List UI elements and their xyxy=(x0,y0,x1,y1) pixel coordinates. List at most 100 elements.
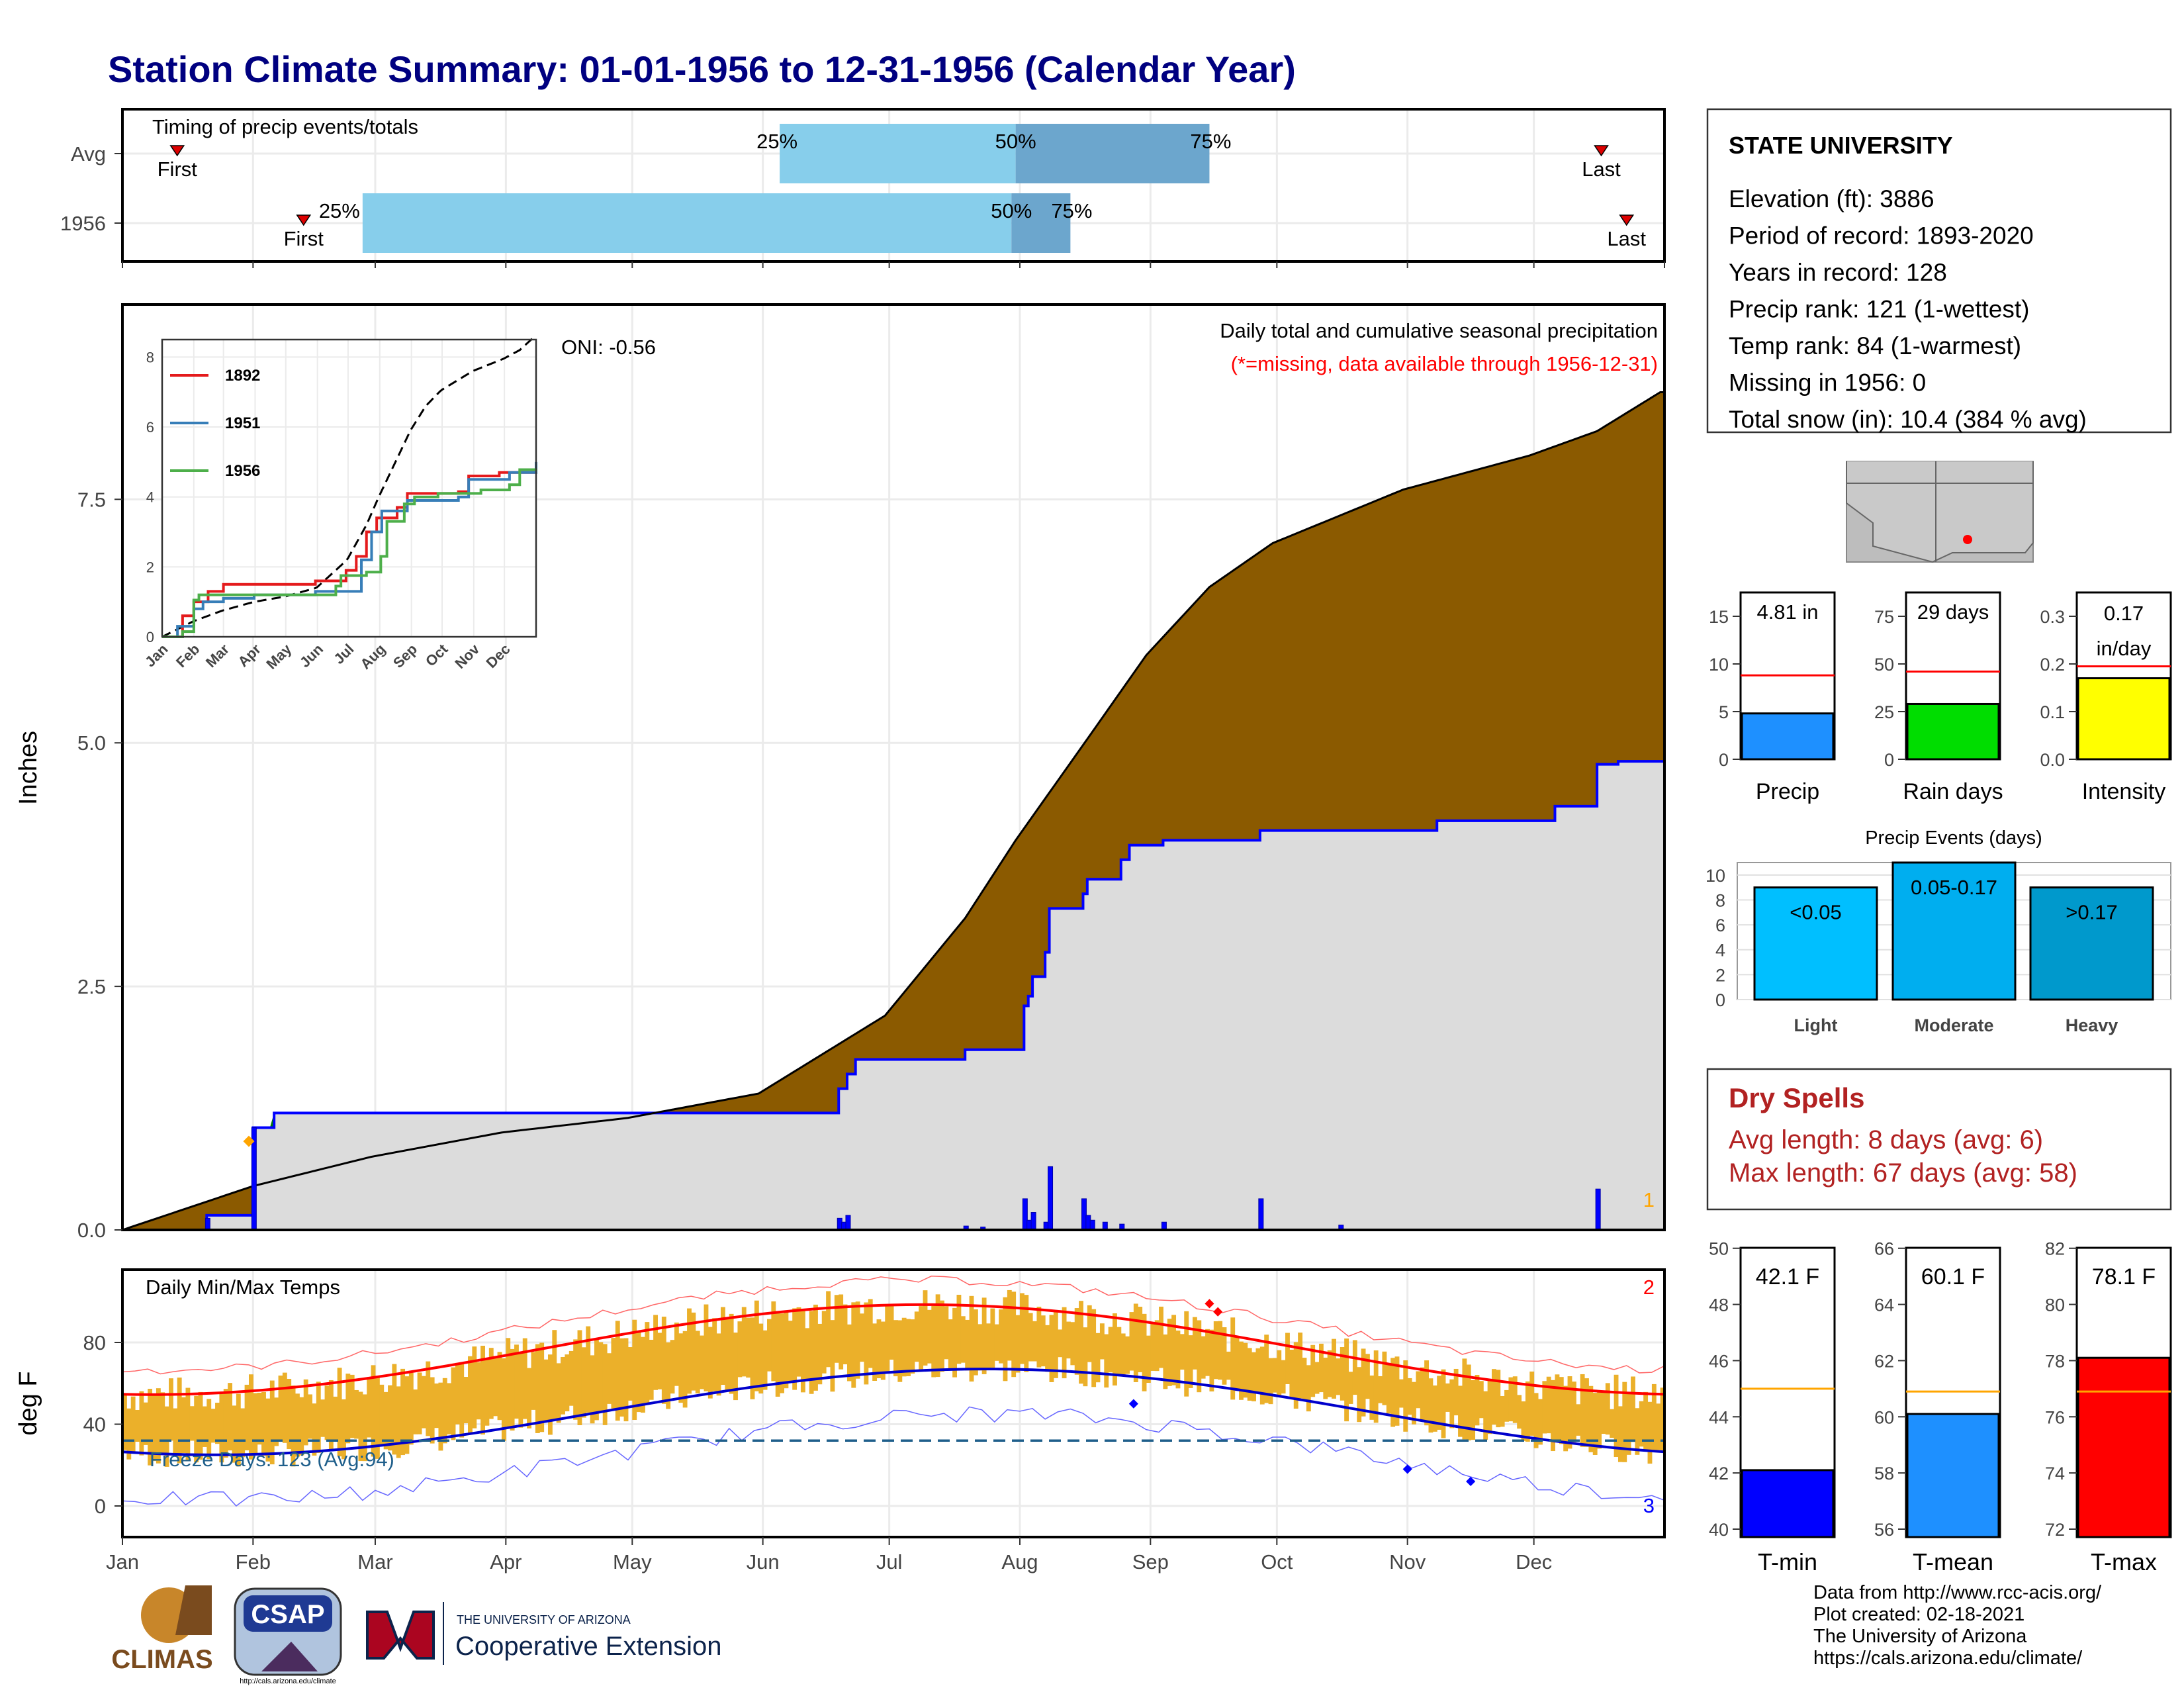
events-title: Precip Events (days) xyxy=(1865,827,2042,849)
station-name: STATE UNIVERSITY xyxy=(1729,132,1953,159)
daily-precip-bar xyxy=(1595,1188,1601,1231)
y-tick-label: 2.5 xyxy=(77,975,106,998)
tmin-tick: 48 xyxy=(1709,1295,1729,1315)
pct-label: 50% xyxy=(995,130,1036,153)
daily-temp-bar xyxy=(1361,1348,1366,1417)
daily-temp-bar xyxy=(1635,1408,1640,1455)
daily-temp-bar xyxy=(944,1306,949,1360)
daily-temp-bar xyxy=(1205,1329,1210,1376)
daily-temp-bar xyxy=(228,1383,233,1451)
csap-logo-text: CSAP xyxy=(251,1600,324,1629)
daily-temp-bar xyxy=(531,1352,536,1410)
daily-temp-bar xyxy=(1281,1360,1286,1394)
ua-logo-big-text: Cooperative Extension xyxy=(455,1632,721,1661)
credit-line: https://cals.arizona.edu/climate/ xyxy=(1813,1648,2083,1669)
event-value: 0.05-0.17 xyxy=(1911,876,1997,899)
daily-temp-bar xyxy=(396,1386,401,1458)
daily-temp-bar xyxy=(480,1345,485,1435)
rain-days-tick: 50 xyxy=(1874,655,1894,675)
daily-temp-bar xyxy=(1538,1399,1543,1445)
page-title: Station Climate Summary: 01-01-1956 to 1… xyxy=(108,48,1296,90)
daily-temp-bar xyxy=(535,1344,540,1433)
y-tick-label: 7.5 xyxy=(77,488,106,511)
precip-tick: 5 xyxy=(1719,702,1729,722)
tmean-label: T-mean xyxy=(1913,1548,1993,1575)
daily-temp-bar xyxy=(611,1338,616,1409)
daily-temp-bar xyxy=(1310,1344,1316,1397)
daily-temp-bar xyxy=(636,1331,641,1413)
daily-temp-bar xyxy=(291,1385,296,1467)
daily-temp-bar xyxy=(169,1378,173,1441)
daily-temp-bar xyxy=(1542,1381,1547,1434)
station-info-line: Temp rank: 84 (1-warmest) xyxy=(1729,332,2021,359)
daily-temp-bar xyxy=(1394,1356,1400,1426)
daily-temp-bar xyxy=(1028,1313,1033,1362)
avg-tmax-line xyxy=(122,1303,1665,1396)
last-marker xyxy=(1619,214,1635,226)
daily-temp-bar xyxy=(707,1327,713,1399)
tmax-tick: 80 xyxy=(2045,1295,2065,1315)
daily-temp-bar xyxy=(880,1321,886,1380)
daily-precip-bar xyxy=(845,1215,851,1231)
last-label: Last xyxy=(1607,227,1646,250)
rain-days-label: Rain days xyxy=(1903,779,2003,804)
annotation-missing: (*=missing, data available through 1956-… xyxy=(1231,352,1658,375)
daily-temp-bar xyxy=(746,1317,751,1378)
daily-temp-bar xyxy=(1053,1310,1058,1378)
daily-temp-bar xyxy=(1588,1385,1594,1452)
ua-logo-small-text: THE UNIVERSITY OF ARIZONA xyxy=(457,1613,631,1626)
daily-temp-bar xyxy=(552,1330,557,1421)
daily-temp-bar xyxy=(1113,1313,1117,1386)
daily-temp-bar xyxy=(354,1389,359,1439)
daily-temp-bar xyxy=(417,1372,422,1434)
daily-temp-bar xyxy=(800,1310,805,1393)
daily-temp-bar xyxy=(392,1364,397,1455)
daily-temp-bar xyxy=(547,1354,553,1435)
daily-temp-bar xyxy=(1040,1315,1046,1367)
daily-temp-bar xyxy=(518,1352,523,1428)
daily-temp-bar xyxy=(219,1393,224,1463)
inset-y-tick: 4 xyxy=(146,489,154,506)
inset-frame xyxy=(161,338,537,638)
daily-temp-bar xyxy=(682,1331,688,1408)
daily-temp-bar xyxy=(447,1383,452,1434)
precip-value: 4.81 in xyxy=(1756,600,1818,624)
daily-temp-bar xyxy=(177,1378,182,1464)
daily-temp-bar xyxy=(1302,1358,1307,1401)
inset-y-tick: 6 xyxy=(146,419,154,436)
credit-line: Plot created: 02-18-2021 xyxy=(1813,1604,2025,1625)
daily-temp-bar xyxy=(1592,1393,1598,1455)
first-marker xyxy=(169,145,185,157)
daily-temp-bar xyxy=(1441,1369,1446,1438)
daily-temp-bar xyxy=(248,1374,253,1460)
daily-temp-bar xyxy=(1660,1387,1665,1450)
first-marker xyxy=(296,214,312,226)
daily-temp-bar xyxy=(670,1340,675,1394)
events-tick: 8 xyxy=(1715,890,1725,910)
daily-temp-bar xyxy=(1597,1391,1602,1449)
daily-temp-bar xyxy=(164,1406,169,1467)
month-label: Jun xyxy=(747,1550,780,1573)
marker-2: 2 xyxy=(1643,1276,1655,1299)
daily-temp-bar xyxy=(463,1377,469,1424)
daily-temp-bar xyxy=(573,1339,578,1420)
daily-temp-bar xyxy=(1529,1371,1535,1436)
daily-temp-bar xyxy=(215,1403,220,1444)
daily-temp-bar xyxy=(236,1393,241,1467)
tmax-value: 78.1 F xyxy=(2092,1264,2156,1289)
daily-temp-bar xyxy=(586,1326,591,1413)
daily-temp-bar xyxy=(1357,1367,1362,1423)
oni-label: ONI: -0.56 xyxy=(561,336,656,359)
daily-temp-bar xyxy=(645,1322,650,1405)
daily-temp-bar xyxy=(1230,1317,1236,1400)
daily-temp-bar xyxy=(1138,1307,1143,1372)
daily-temp-bar xyxy=(641,1336,645,1413)
annotation-title: Daily total and cumulative seasonal prec… xyxy=(1220,319,1658,342)
daily-temp-bar xyxy=(623,1338,629,1422)
daily-precip-bar xyxy=(1258,1198,1264,1231)
tmean-tick: 60 xyxy=(1874,1407,1894,1427)
daily-temp-bar xyxy=(1129,1312,1134,1371)
daily-temp-bar xyxy=(598,1342,604,1413)
daily-temp-bar xyxy=(1639,1401,1644,1447)
daily-temp-bar xyxy=(1656,1403,1661,1450)
